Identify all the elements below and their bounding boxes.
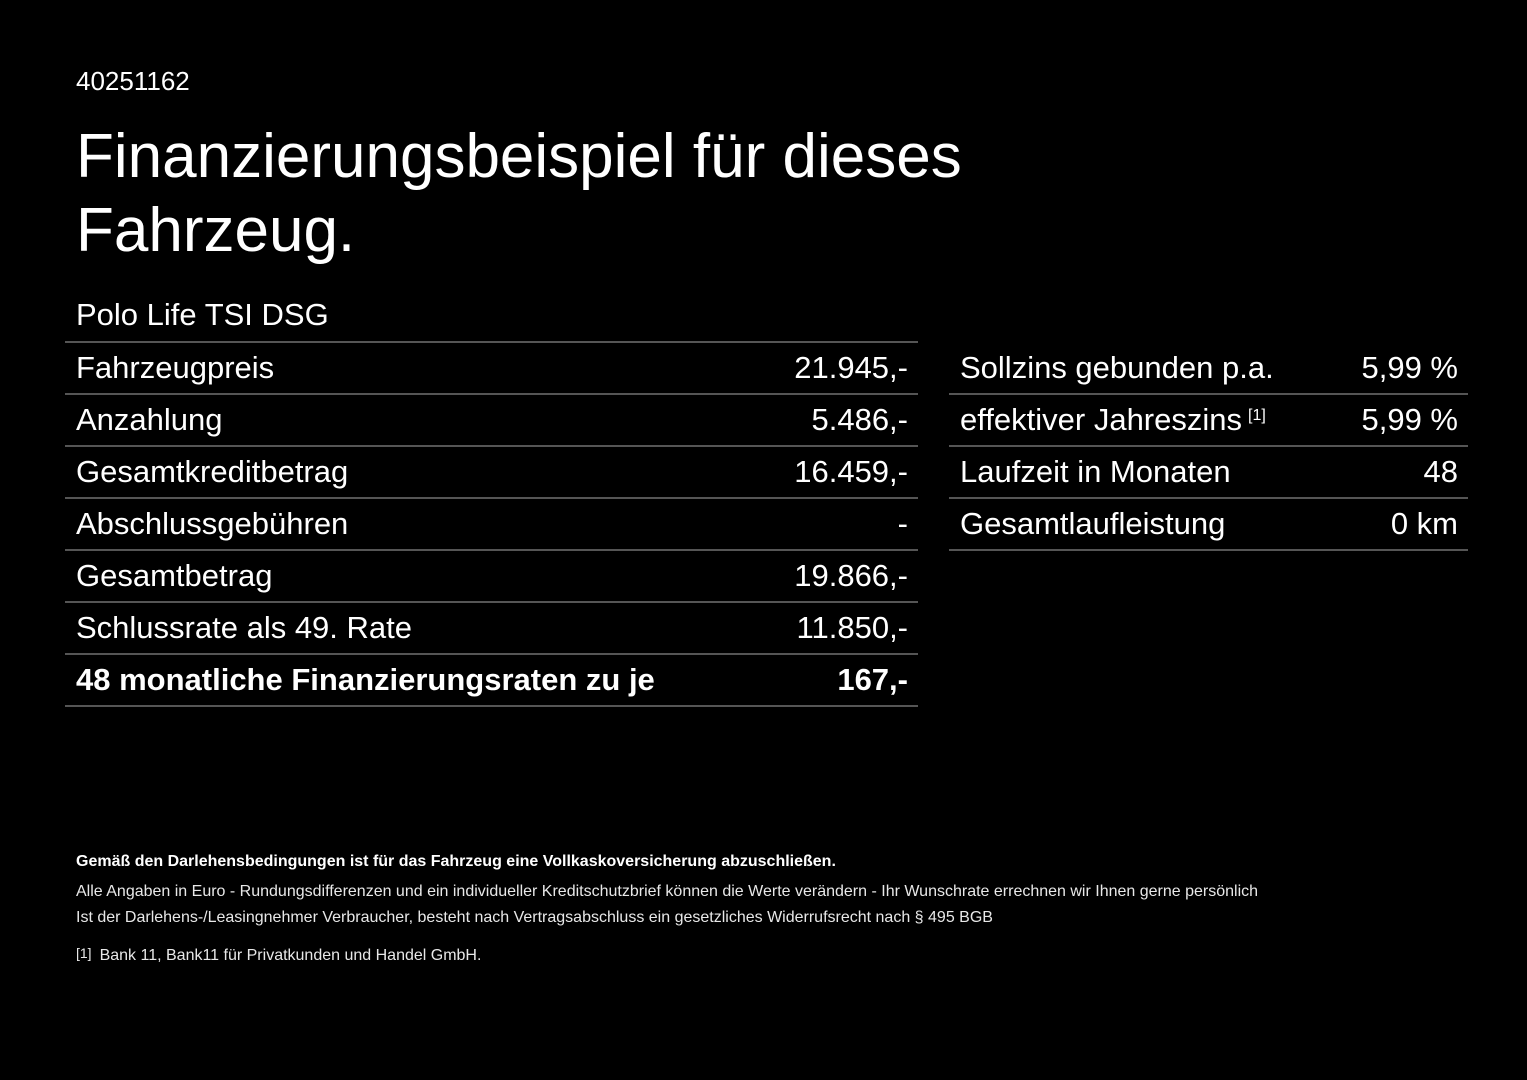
- model-name: Polo Life TSI DSG: [76, 297, 329, 332]
- table-row: Fahrzeugpreis 21.945,-: [65, 343, 918, 395]
- withdrawal-note: Ist der Darlehens-/Leasingnehmer Verbrau…: [76, 909, 993, 926]
- row-value: 0 km: [1390, 506, 1458, 541]
- row-label: Sollzins gebunden p.a.: [960, 350, 1274, 385]
- financing-table: Fahrzeugpreis 21.945,- Anzahlung 5.486,- G…: [65, 341, 918, 707]
- row-label: Gesamtlaufleistung: [960, 506, 1226, 541]
- table-row: effektiver Jahreszins [1] 5,99 %: [949, 395, 1468, 447]
- table-row: Gesamtlaufleistung 0 km: [949, 499, 1468, 551]
- table-row: Sollzins gebunden p.a. 5,99 %: [949, 343, 1468, 395]
- row-value: 167,-: [837, 662, 908, 697]
- row-value: 5,99 %: [1361, 402, 1458, 437]
- row-value: 48: [1423, 454, 1458, 489]
- row-value: 21.945,-: [794, 350, 908, 385]
- table-row: Abschlussgebühren -: [65, 499, 918, 551]
- row-label: Abschlussgebühren: [76, 506, 349, 541]
- table-row: Schlussrate als 49. Rate 11.850,-: [65, 603, 918, 655]
- table-row: Gesamtbetrag 19.866,-: [65, 551, 918, 603]
- row-value: 16.459,-: [794, 454, 908, 489]
- row-label: 48 monatliche Finanzierungsraten zu je: [76, 662, 655, 697]
- row-label: Fahrzeugpreis: [76, 350, 275, 385]
- row-value: -: [897, 506, 908, 541]
- footnote-text: Bank 11, Bank11 für Privatkunden und Han…: [99, 947, 482, 964]
- row-value: 5.486,-: [811, 402, 908, 437]
- table-row: Anzahlung 5.486,-: [65, 395, 918, 447]
- page-title: Finanzierungsbeispiel für dieses Fahrzeu…: [76, 122, 962, 265]
- row-label: effektiver Jahreszins: [960, 402, 1242, 437]
- insurance-note: Gemäß den Darlehensbedingungen ist für d…: [76, 853, 836, 870]
- row-label: Gesamtbetrag: [76, 558, 273, 593]
- offer-number: 40251162: [76, 66, 190, 96]
- table-row: Laufzeit in Monaten 48: [949, 447, 1468, 499]
- row-label: Laufzeit in Monaten: [960, 454, 1231, 489]
- monthly-rate-row: 48 monatliche Finanzierungsraten zu je 16…: [65, 655, 918, 707]
- row-label: Schlussrate als 49. Rate: [76, 610, 413, 645]
- interest-table: Sollzins gebunden p.a. 5,99 % effektiver …: [949, 343, 1468, 551]
- row-value: 11.850,-: [796, 610, 908, 645]
- row-value: 19.866,-: [794, 558, 908, 593]
- row-value: 5,99 %: [1361, 350, 1458, 385]
- table-row: Gesamtkreditbetrag 16.459,-: [65, 447, 918, 499]
- euro-note: Alle Angaben in Euro - Rundungsdifferenz…: [76, 883, 1259, 900]
- row-label: Anzahlung: [76, 402, 223, 437]
- footnote: [1] Bank 11, Bank11 für Privatkunden und …: [76, 945, 481, 965]
- footnote-ref: [1]: [76, 945, 92, 961]
- row-label: Gesamtkreditbetrag: [76, 454, 349, 489]
- footnote-marker: [1]: [1248, 407, 1266, 424]
